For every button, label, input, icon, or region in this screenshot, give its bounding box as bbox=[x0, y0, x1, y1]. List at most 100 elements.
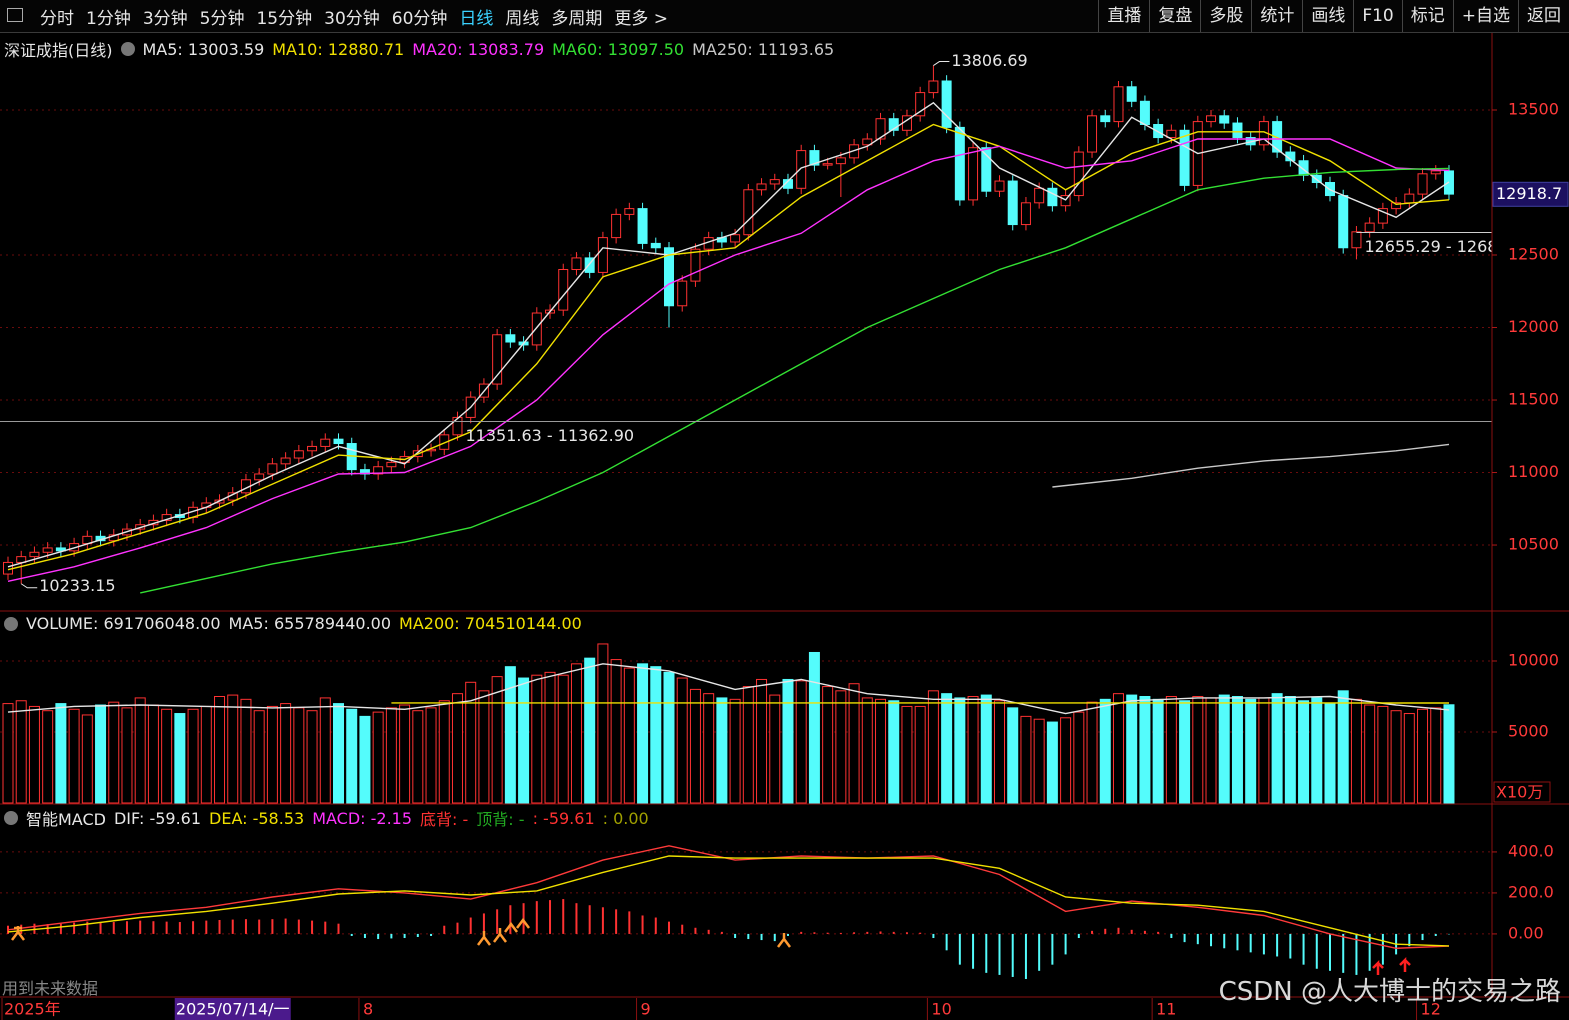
indicator-line bbox=[140, 167, 1450, 594]
candle-body bbox=[730, 234, 741, 243]
volume-bar bbox=[1139, 695, 1151, 804]
signal-icon bbox=[777, 933, 791, 948]
period-tab[interactable]: 3分钟 bbox=[142, 8, 188, 29]
y-tick-label: 400.0 bbox=[1508, 841, 1554, 860]
indicator-line bbox=[7, 138, 1450, 582]
volume-bar bbox=[848, 683, 860, 804]
action-button[interactable]: 直播 bbox=[1098, 0, 1149, 32]
candle-body bbox=[439, 434, 450, 450]
candle-body bbox=[1139, 100, 1150, 126]
legend-item: DEA: -58.53 bbox=[209, 808, 305, 828]
candle-body bbox=[1272, 121, 1283, 153]
period-tab[interactable]: 60分钟 bbox=[391, 8, 448, 29]
candle-body bbox=[1232, 122, 1243, 139]
window-icon[interactable] bbox=[7, 8, 23, 22]
candle-body bbox=[915, 92, 926, 117]
action-button[interactable]: 标记 bbox=[1401, 0, 1453, 32]
settings-icon[interactable] bbox=[4, 811, 18, 825]
period-tab[interactable]: 1分钟 bbox=[86, 8, 131, 29]
volume-bar bbox=[967, 695, 979, 804]
volume-bar bbox=[214, 695, 226, 804]
period-tab[interactable]: 分时 bbox=[40, 8, 74, 29]
volume-bar bbox=[557, 674, 569, 804]
volume-bar bbox=[1073, 711, 1085, 804]
period-tab[interactable]: 日线 bbox=[459, 8, 494, 29]
volume-bar bbox=[227, 694, 239, 804]
volume-bar bbox=[1311, 697, 1323, 804]
candle-body bbox=[1100, 115, 1111, 123]
action-button[interactable]: 统计 bbox=[1251, 0, 1302, 32]
candle-body bbox=[1166, 129, 1177, 139]
y-tick-label: 11000 bbox=[1508, 462, 1559, 481]
volume-bar bbox=[1126, 694, 1138, 804]
volume-bar bbox=[15, 700, 27, 804]
volume-bar bbox=[795, 680, 807, 804]
volume-bar bbox=[306, 710, 318, 804]
candle-body bbox=[611, 213, 622, 239]
indicator-line bbox=[7, 663, 1450, 715]
candle-body bbox=[1417, 173, 1428, 195]
legend-item: MA200: 704510144.00 bbox=[399, 614, 582, 633]
action-button[interactable]: 多股 bbox=[1200, 0, 1251, 32]
legend-item: MA20: 13083.79 bbox=[412, 39, 545, 59]
volume-bar bbox=[954, 697, 966, 804]
candle-body bbox=[1047, 187, 1058, 207]
candle-body bbox=[1179, 129, 1190, 186]
volume-bar bbox=[769, 694, 781, 804]
action-button[interactable]: F10 bbox=[1353, 0, 1401, 32]
volume-bar bbox=[835, 690, 847, 804]
y-tick-label: 0.00 bbox=[1508, 923, 1544, 942]
volume-bar bbox=[782, 678, 794, 804]
candle-body bbox=[386, 461, 397, 468]
settings-icon[interactable] bbox=[120, 42, 135, 56]
legend-item: : 0.00 bbox=[602, 808, 649, 828]
indicator-line bbox=[7, 855, 1450, 947]
candle-body bbox=[862, 138, 873, 146]
candle-body bbox=[373, 466, 384, 475]
candle-body bbox=[1206, 115, 1217, 123]
action-button[interactable]: +自选 bbox=[1452, 0, 1518, 32]
action-button[interactable]: 返回 bbox=[1518, 0, 1569, 32]
action-button[interactable]: 复盘 bbox=[1149, 0, 1200, 32]
candle-body bbox=[1391, 202, 1402, 210]
period-tab[interactable]: 更多 > bbox=[614, 8, 669, 29]
volume-bar bbox=[280, 703, 292, 804]
annotation: 12655.29 - 1268 bbox=[1364, 237, 1497, 256]
last-price-box bbox=[1492, 181, 1569, 207]
volume-bar bbox=[1152, 698, 1164, 804]
period-tab[interactable]: 30分钟 bbox=[324, 8, 380, 29]
legend-item: MACD: -2.15 bbox=[312, 808, 413, 828]
period-tab[interactable]: 周线 bbox=[505, 8, 540, 29]
legend-item: DIF: -59.61 bbox=[113, 808, 202, 828]
volume-bar bbox=[1046, 721, 1058, 804]
date-label: 2025年 bbox=[4, 1000, 61, 1019]
volume-bar bbox=[28, 705, 40, 804]
volume-bar bbox=[716, 697, 728, 804]
volume-bar bbox=[1205, 697, 1217, 804]
volume-bar bbox=[1218, 694, 1230, 804]
volume-bar bbox=[901, 705, 913, 804]
settings-icon[interactable] bbox=[4, 616, 18, 631]
action-button[interactable]: 画线 bbox=[1302, 0, 1353, 32]
candle-body bbox=[267, 463, 278, 475]
period-tab[interactable]: 15分钟 bbox=[256, 8, 313, 29]
period-tab[interactable]: 多周期 bbox=[551, 8, 603, 29]
signal-arrow bbox=[1372, 959, 1384, 975]
candle-body bbox=[796, 150, 807, 189]
indicator-line bbox=[7, 123, 1450, 571]
volume-bar bbox=[1298, 700, 1310, 804]
candle-body bbox=[1073, 151, 1084, 197]
period-tab[interactable]: 5分钟 bbox=[199, 8, 245, 29]
candle-body bbox=[531, 312, 542, 346]
signal-arrow bbox=[1399, 956, 1411, 972]
candle-body bbox=[307, 445, 318, 452]
legend-item: VOLUME: 691706048.00 bbox=[26, 614, 221, 633]
volume-bar bbox=[888, 700, 900, 804]
volume-bar bbox=[333, 703, 344, 804]
volume-bar bbox=[174, 713, 186, 804]
volume-bar bbox=[544, 671, 556, 804]
date-label: 8 bbox=[363, 1000, 373, 1019]
volume-bar bbox=[531, 674, 543, 804]
volume-bar bbox=[253, 710, 265, 804]
